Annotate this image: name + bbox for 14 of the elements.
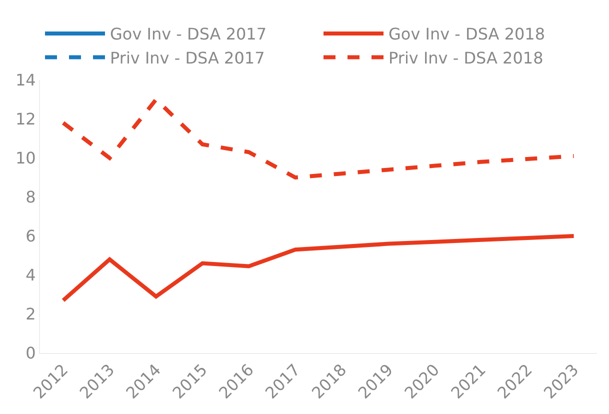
legend-label: Priv Inv - DSA 2017 [110, 48, 265, 68]
y-tick-label: 14 [15, 70, 36, 90]
line-series [61, 98, 576, 180]
y-tick-label: 8 [26, 188, 36, 207]
y-tick-label: 4 [26, 266, 36, 285]
y-tick-label: 10 [15, 148, 36, 168]
legend-label: Priv Inv - DSA 2018 [388, 48, 544, 68]
y-tick-label: 0 [26, 344, 36, 363]
y-tick-label: 12 [15, 110, 36, 129]
y-tick-label: 2 [26, 304, 36, 324]
y-tick-label: 6 [26, 226, 36, 246]
legend-label: Gov Inv - DSA 2017 [110, 24, 267, 44]
line-series [61, 234, 576, 302]
legend-label: Gov Inv - DSA 2018 [388, 24, 546, 44]
